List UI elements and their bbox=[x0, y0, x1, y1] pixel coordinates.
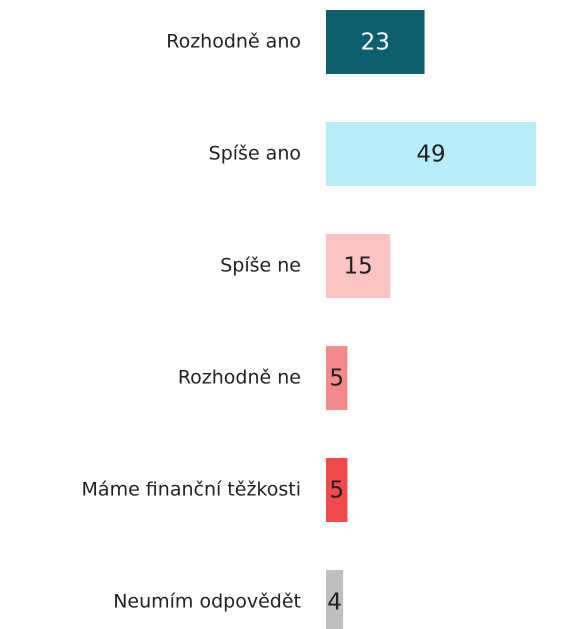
value-label: 5 bbox=[329, 478, 344, 504]
bar bbox=[326, 346, 348, 410]
bar bbox=[326, 122, 536, 186]
bar bbox=[326, 458, 348, 522]
bar bbox=[326, 234, 391, 298]
value-label: 4 bbox=[327, 590, 342, 616]
category-label: Rozhodně ano bbox=[166, 31, 301, 53]
value-label: 15 bbox=[344, 254, 373, 280]
category-label: Neumím odpovědět bbox=[113, 591, 301, 613]
value-label: 23 bbox=[361, 30, 390, 56]
category-label: Rozhodně ne bbox=[178, 367, 301, 389]
value-label: 49 bbox=[416, 142, 445, 168]
value-label: 5 bbox=[329, 366, 344, 392]
category-label: Spíše ne bbox=[220, 255, 301, 277]
category-label: Máme finanční těžkosti bbox=[82, 479, 301, 501]
category-label: Spíše ano bbox=[209, 143, 301, 165]
bar bbox=[326, 570, 344, 629]
bar bbox=[326, 10, 425, 74]
